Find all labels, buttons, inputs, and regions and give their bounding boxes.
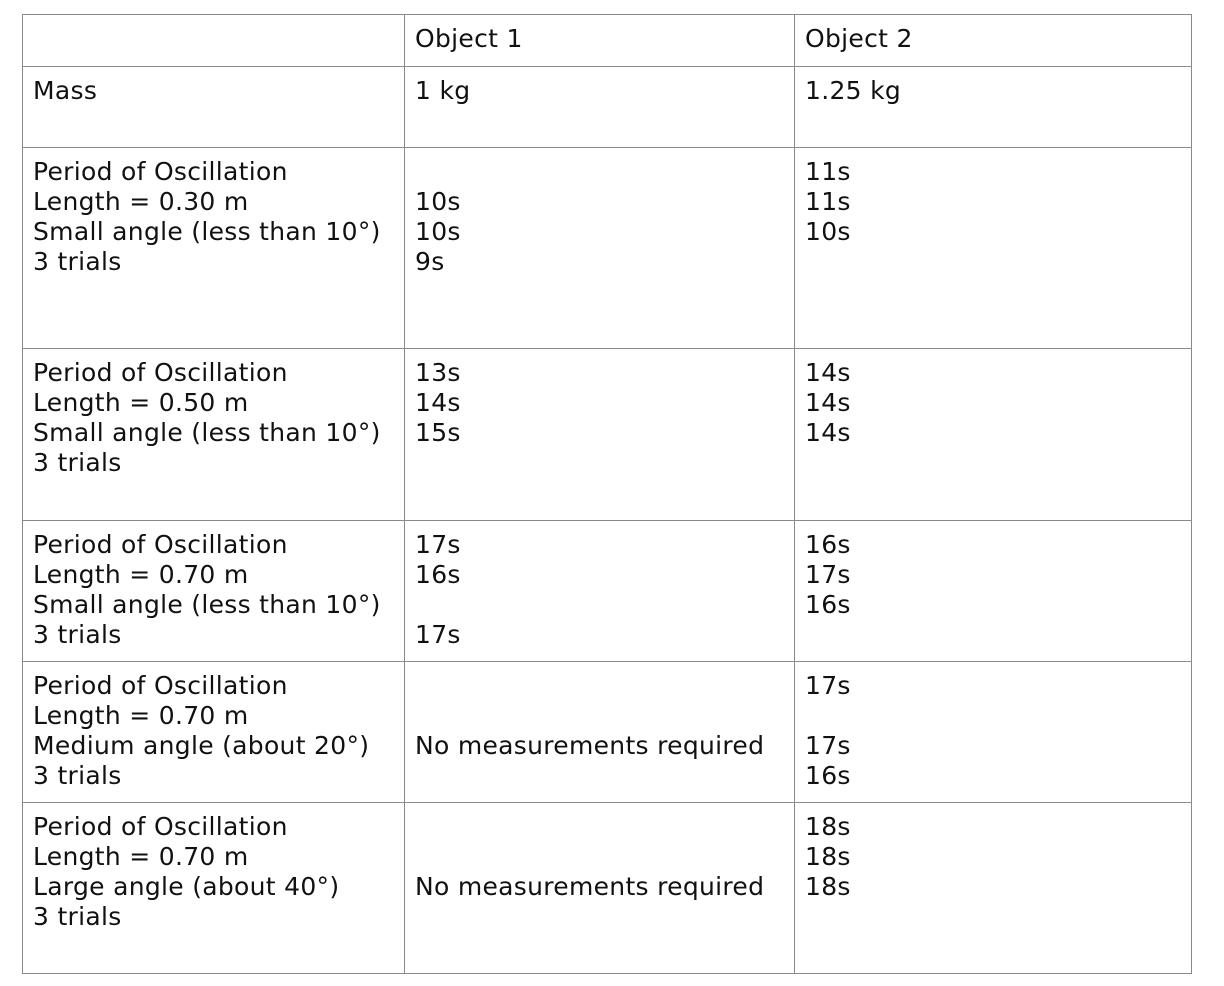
row-label-line: Length = 0.70 m: [33, 701, 249, 730]
row-label-line: Length = 0.70 m: [33, 842, 249, 871]
trial-value: 17s: [805, 731, 851, 760]
trial-value: 10s: [415, 187, 461, 216]
trial-value: 14s: [805, 358, 851, 387]
trial-value: [415, 842, 784, 872]
header-row: Object 1 Object 2: [22, 14, 1192, 67]
trial-value: [415, 157, 784, 187]
oscillation-data-table: Object 1 Object 2 Mass 1 kg 1.25 kg Peri…: [22, 14, 1192, 974]
trial-value: 16s: [805, 590, 851, 619]
trial-value: 16s: [805, 530, 851, 559]
object-1-trials-cell: 17s 16s 17s: [404, 520, 795, 662]
object-1-trials-cell: 10s 10s 9s: [404, 147, 795, 349]
object-2-trials-cell: 11s 11s 10s: [794, 147, 1192, 349]
trial-value: 16s: [415, 560, 461, 589]
trial-value: 17s: [805, 560, 851, 589]
trial-value: 11s: [805, 157, 851, 186]
trial-value: [415, 701, 784, 731]
trial-value: 10s: [805, 217, 851, 246]
header-cell-object-1: Object 1: [404, 14, 795, 67]
table-row: Period of Oscillation Length = 0.50 m Sm…: [22, 348, 1192, 521]
row-label-line: 3 trials: [33, 761, 122, 790]
row-label-line: 3 trials: [33, 247, 122, 276]
no-measurements-note: No measurements required: [415, 731, 765, 760]
trial-value: [805, 701, 1181, 731]
trial-value: [415, 812, 784, 842]
trial-value: 10s: [415, 217, 461, 246]
row-label-cell: Period of Oscillation Length = 0.30 m Sm…: [22, 147, 405, 349]
trial-value: 14s: [415, 388, 461, 417]
row-label-line: Length = 0.70 m: [33, 560, 249, 589]
trial-value: 11s: [805, 187, 851, 216]
table-row: Period of Oscillation Length = 0.70 m Sm…: [22, 520, 1192, 662]
row-label-cell: Period of Oscillation Length = 0.70 m La…: [22, 802, 405, 974]
row-label-line: Small angle (less than 10°): [33, 590, 381, 619]
object-2-trials-cell: 18s 18s 18s: [794, 802, 1192, 974]
object-2-trials-cell: 17s 17s 16s: [794, 661, 1192, 803]
table-row: Period of Oscillation Length = 0.70 m Me…: [22, 661, 1192, 803]
trial-value: 14s: [805, 388, 851, 417]
mass-object-1: 1 kg: [404, 66, 795, 148]
object-2-trials-cell: 16s 17s 16s: [794, 520, 1192, 662]
object-1-trials-cell: No measurements required: [404, 661, 795, 803]
row-label-line: Period of Oscillation: [33, 157, 288, 186]
row-label-line: Medium angle (about 20°): [33, 731, 370, 760]
table-row: Period of Oscillation Length = 0.70 m La…: [22, 802, 1192, 974]
header-cell-empty: [22, 14, 405, 67]
row-label-line: Small angle (less than 10°): [33, 217, 381, 246]
trial-value: 17s: [415, 530, 461, 559]
row-label-line: Period of Oscillation: [33, 671, 288, 700]
mass-label: Mass: [22, 66, 405, 148]
trial-value: 15s: [415, 418, 461, 447]
row-label-line: Period of Oscillation: [33, 530, 288, 559]
row-label-cell: Period of Oscillation Length = 0.50 m Sm…: [22, 348, 405, 521]
mass-row: Mass 1 kg 1.25 kg: [22, 66, 1192, 148]
row-label-line: Small angle (less than 10°): [33, 418, 381, 447]
trial-value: 17s: [805, 671, 851, 700]
no-measurements-note: No measurements required: [415, 872, 765, 901]
trial-value: 17s: [415, 620, 461, 649]
trial-value: 14s: [805, 418, 851, 447]
trial-value: 16s: [805, 761, 851, 790]
header-cell-object-2: Object 2: [794, 14, 1192, 67]
row-label-cell: Period of Oscillation Length = 0.70 m Me…: [22, 661, 405, 803]
row-label-line: Period of Oscillation: [33, 812, 288, 841]
object-2-trials-cell: 14s 14s 14s: [794, 348, 1192, 521]
row-label-line: Length = 0.50 m: [33, 388, 249, 417]
trial-value: [415, 671, 784, 701]
object-1-trials-cell: 13s 14s 15s: [404, 348, 795, 521]
table-row: Period of Oscillation Length = 0.30 m Sm…: [22, 147, 1192, 349]
trial-value: 18s: [805, 812, 851, 841]
mass-object-2: 1.25 kg: [794, 66, 1192, 148]
trial-value: 9s: [415, 247, 445, 276]
row-label-line: 3 trials: [33, 902, 122, 931]
trial-value: 18s: [805, 872, 851, 901]
trial-value: [415, 590, 784, 620]
trial-value: 13s: [415, 358, 461, 387]
row-label-line: Length = 0.30 m: [33, 187, 249, 216]
row-label-line: 3 trials: [33, 620, 122, 649]
row-label-line: Large angle (about 40°): [33, 872, 340, 901]
row-label-cell: Period of Oscillation Length = 0.70 m Sm…: [22, 520, 405, 662]
trial-value: 18s: [805, 842, 851, 871]
row-label-line: 3 trials: [33, 448, 122, 477]
row-label-line: Period of Oscillation: [33, 358, 288, 387]
object-1-trials-cell: No measurements required: [404, 802, 795, 974]
